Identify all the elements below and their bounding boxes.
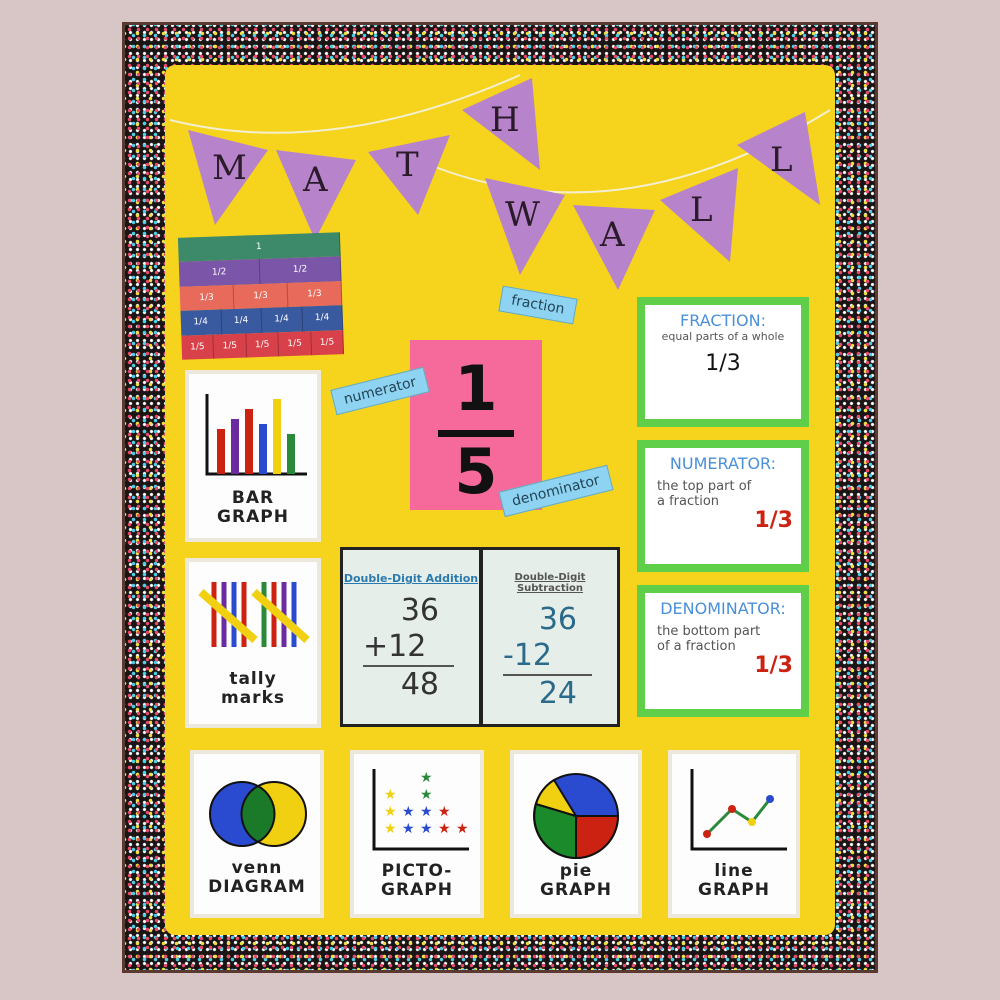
svg-text:★: ★: [420, 821, 433, 837]
flag-letter: M: [212, 148, 247, 188]
result: 48: [400, 667, 439, 702]
svg-text:★: ★: [420, 804, 433, 820]
top-number: 36: [400, 593, 439, 628]
top-number: 36: [538, 602, 577, 637]
pictograph-icon: ★★★★★★★★★★★ ★: [372, 769, 469, 851]
result: 24: [538, 676, 577, 711]
card-label: venn DIAGRAM: [208, 858, 306, 897]
svg-text:★: ★: [420, 770, 433, 786]
vocab-title: NUMERATOR:: [669, 454, 777, 473]
svg-text:★: ★: [402, 821, 415, 837]
svg-text:★: ★: [384, 821, 397, 837]
flag-letter: H: [490, 100, 520, 140]
tally-marks-card: tally marks: [185, 558, 321, 728]
venn-diagram-card: venn DIAGRAM: [190, 750, 324, 918]
fraction-bar: [438, 430, 514, 437]
svg-text:★: ★: [384, 804, 397, 820]
bar-graph-icon: [205, 394, 307, 476]
fraction-strip-piece: 1/4: [261, 306, 303, 333]
fraction-strip-piece: 1/5: [246, 331, 280, 358]
vocab-card-numerator: NUMERATOR: the top part of a fraction 1/…: [637, 440, 809, 572]
fraction-strip-piece: 1/4: [301, 305, 344, 332]
fraction-strip-piece: 1/4: [220, 308, 263, 334]
fraction-strip-piece: 1/5: [181, 334, 215, 360]
svg-text:★: ★: [438, 821, 451, 837]
card-label: pie GRAPH: [540, 861, 612, 900]
card-label: line GRAPH: [698, 861, 770, 900]
bar-graph-card: BAR GRAPH: [185, 370, 321, 542]
operand: +12: [363, 629, 454, 667]
vocab-value: 1/3: [705, 351, 741, 376]
pictograph-card: ★ ★ ★ ★ ★ ★ ★ ★ ★ ★ ★ ★ PICTO- GRAPH: [350, 750, 484, 918]
line-graph-card: line GRAPH: [668, 750, 800, 918]
tally-marks-icon: [198, 582, 310, 647]
flag-letter: W: [505, 195, 540, 235]
line-graph-icon: [690, 769, 787, 851]
vocab-text: the top part of a fraction: [657, 479, 752, 509]
fraction-strip-piece: 1/3: [179, 284, 235, 311]
poster-title: Double-Digit Subtraction: [514, 572, 586, 594]
vocab-title: DENOMINATOR:: [660, 599, 786, 618]
vocab-card-denominator: DENOMINATOR: the bottom part of a fracti…: [637, 585, 809, 717]
fraction-strip-piece: 1/3: [233, 282, 289, 310]
card-label: PICTO- GRAPH: [381, 861, 453, 900]
flag-letter: T: [396, 145, 419, 185]
fraction-strip-piece: 1/5: [213, 333, 247, 359]
fraction-strip-piece: 1/2: [178, 259, 261, 287]
svg-text:★: ★: [438, 804, 451, 820]
poster-title: Double-Digit Addition: [343, 572, 479, 585]
vocab-text: equal parts of a whole: [661, 330, 785, 343]
fraction-strip-piece: 1/5: [310, 329, 345, 356]
vocab-value: 1/3: [754, 508, 793, 533]
svg-text:★: ★: [456, 821, 469, 837]
pie-graph-card: pie GRAPH: [510, 750, 642, 918]
svg-text:★: ★: [402, 804, 415, 820]
flag-letter: L: [770, 140, 793, 180]
denominator: 5: [454, 435, 498, 508]
pie-graph-icon: [533, 773, 620, 860]
fraction-strip-piece: 1/4: [180, 309, 222, 336]
addition-poster: Double-Digit Addition 36 +12 48: [340, 547, 482, 727]
flag-letter: L: [690, 190, 713, 230]
vocab-card-fraction: FRACTION: equal parts of a whole 1/3: [637, 297, 809, 427]
venn-diagram-icon: [209, 781, 307, 847]
vocab-text: the bottom part of a fraction: [657, 624, 761, 654]
fraction-strip-piece: 1/3: [287, 280, 343, 308]
flag-letter: A: [600, 215, 625, 255]
fraction-strip-piece: 1/2: [259, 256, 342, 284]
fraction-strip-piece: 1/5: [278, 330, 312, 357]
svg-text:★: ★: [420, 787, 433, 803]
vocab-title: FRACTION:: [680, 311, 766, 330]
numerator: 1: [454, 352, 498, 425]
card-label: BAR GRAPH: [217, 488, 289, 527]
card-label: tally marks: [221, 669, 285, 708]
flag-letter: A: [303, 160, 328, 200]
svg-text:★: ★: [384, 787, 397, 803]
center-fraction-card: 1 5: [410, 340, 542, 510]
subtraction-poster: Double-Digit Subtraction 36 -12 24: [480, 547, 620, 727]
fraction-strips: 1 1/2 1/2 1/3 1/3 1/3 1/4 1/4 1/4 1/4 1/5 1/5 1/5 1/5…: [177, 232, 345, 360]
operand: -12: [503, 638, 592, 676]
vocab-value: 1/3: [754, 653, 793, 678]
